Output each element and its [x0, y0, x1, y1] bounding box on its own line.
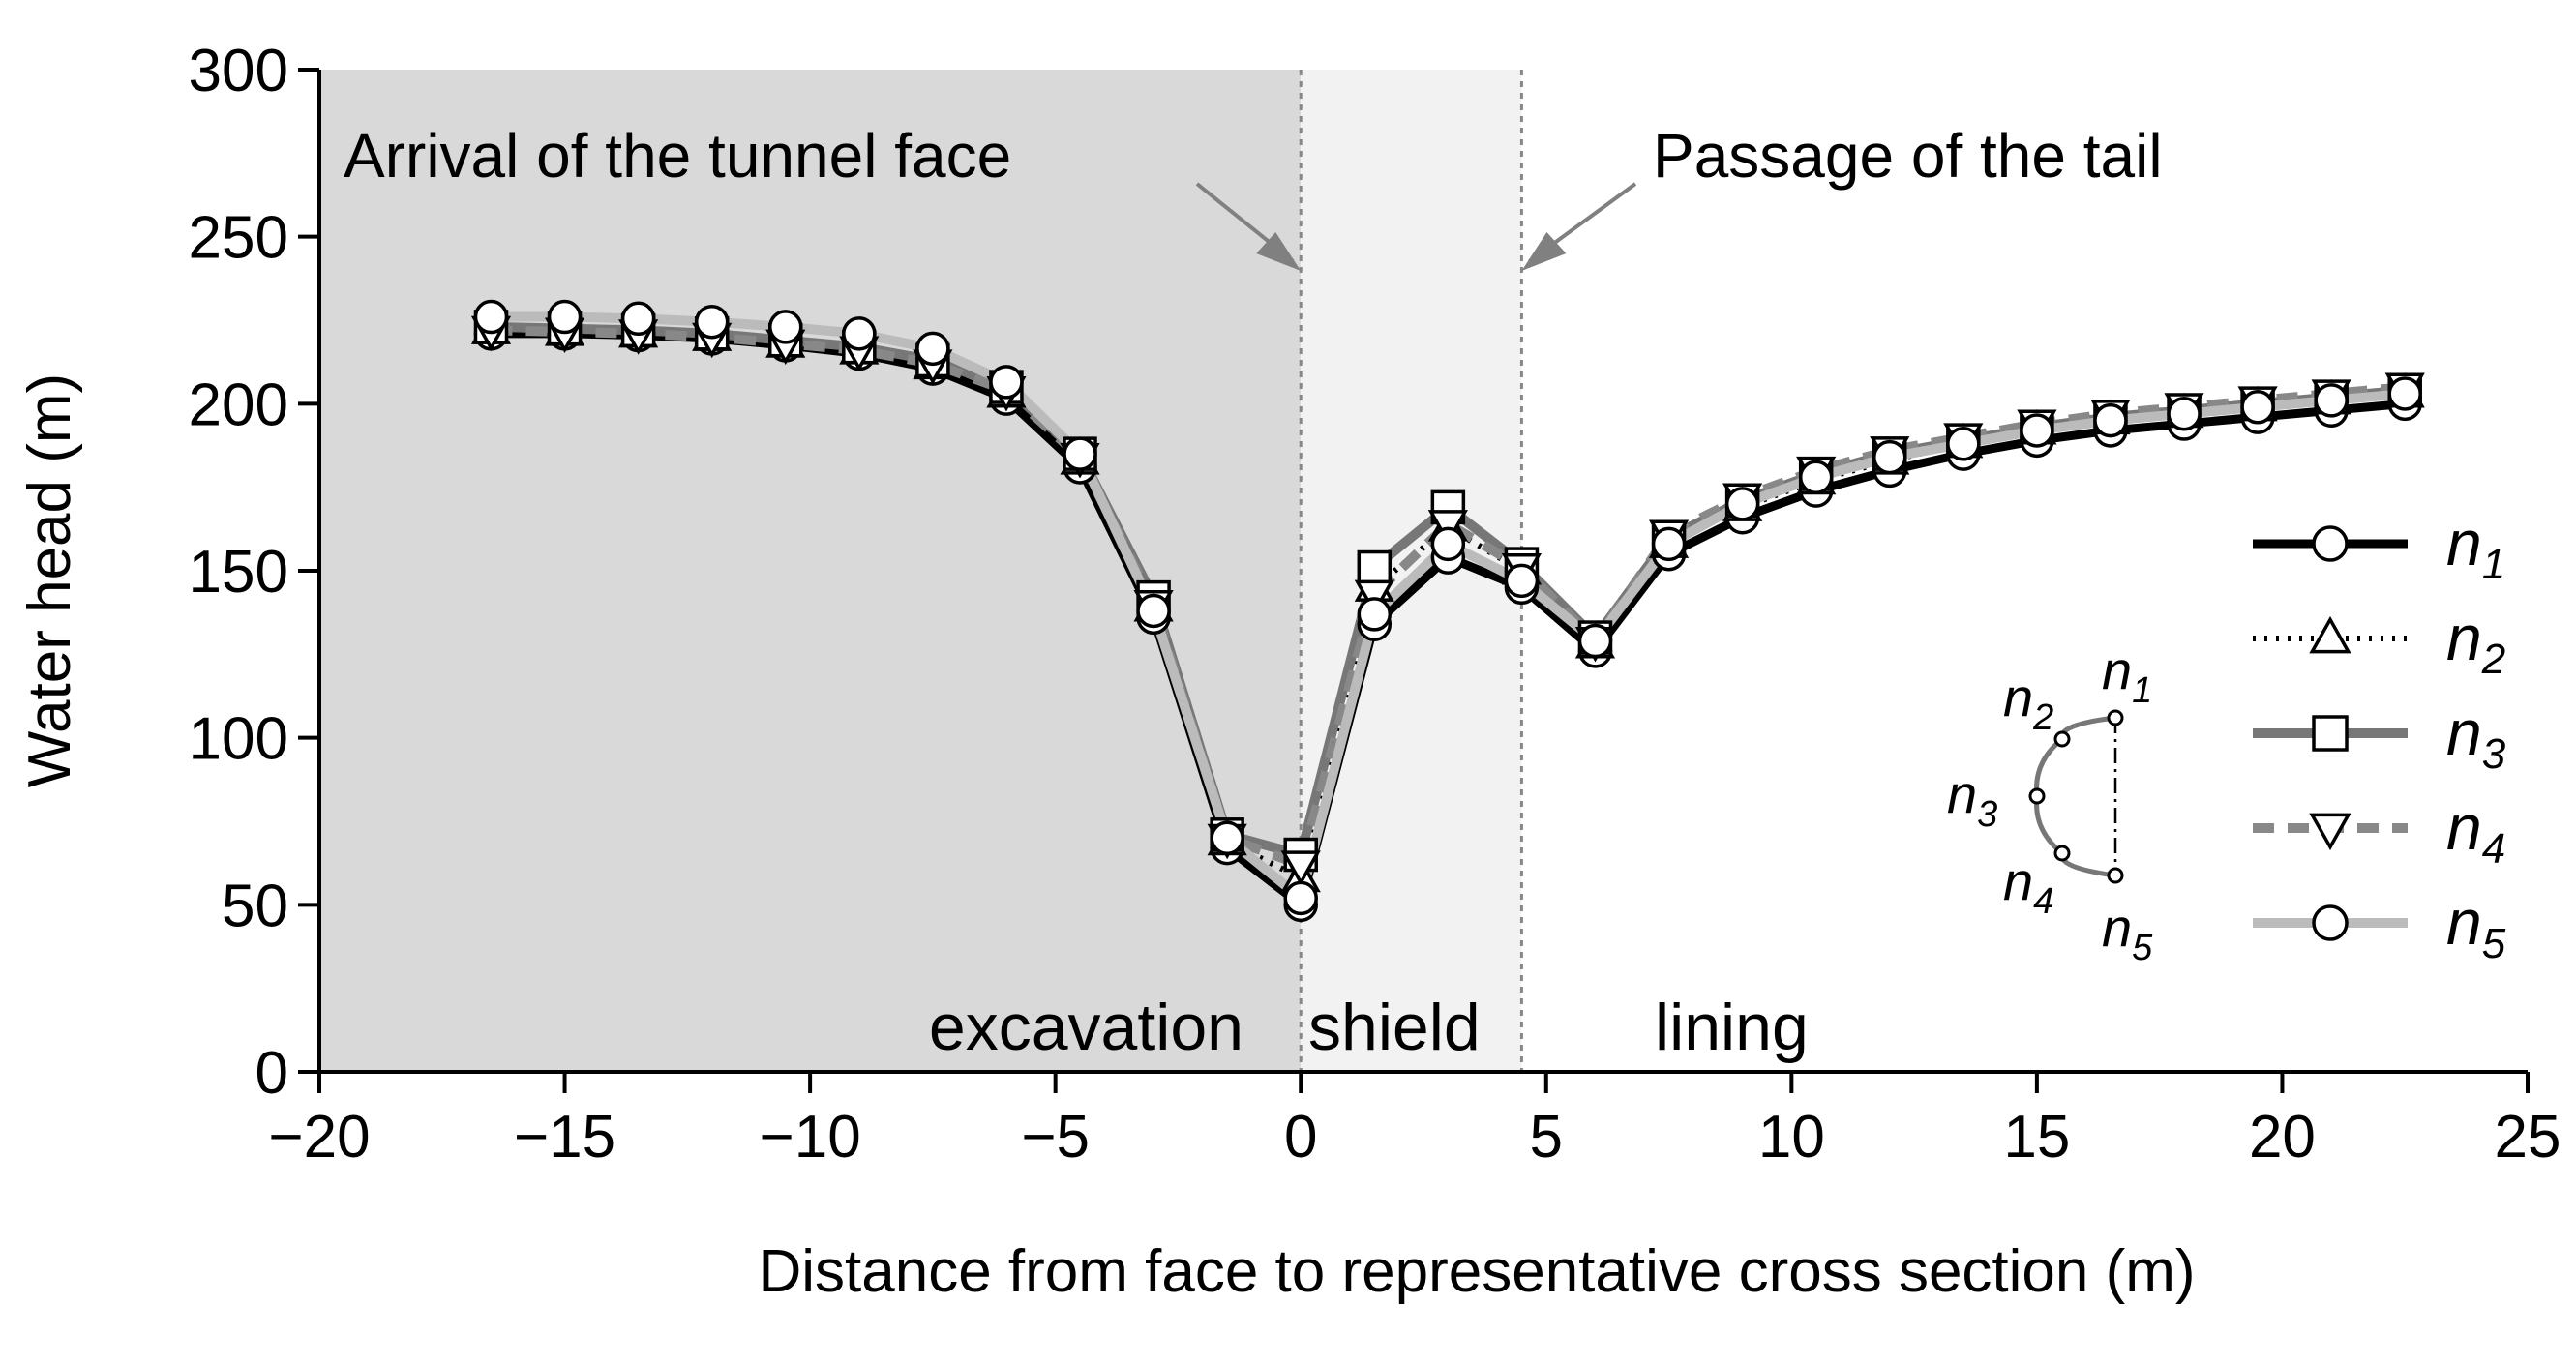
- data-point-n3: [1357, 549, 1393, 585]
- inset-point-5: [2107, 867, 2124, 884]
- data-point-n5: [2020, 413, 2054, 448]
- x-tick-label: 10: [1758, 1104, 1825, 1171]
- arrowhead-arrival: [1256, 232, 1302, 271]
- data-point-n5: [768, 310, 803, 344]
- y-tick-label: 100: [189, 706, 288, 773]
- x-axis-title: Distance from face to representative cro…: [758, 1238, 2195, 1305]
- legend: n1 n2 n3 n4 n5: [2253, 507, 2506, 967]
- x-tick-label: −20: [268, 1104, 370, 1171]
- inset-point-1: [2107, 709, 2124, 726]
- y-tick-label: 250: [189, 205, 288, 272]
- data-point-n5: [1063, 436, 1097, 471]
- x-tick-label: 20: [2249, 1104, 2316, 1171]
- data-point-n5: [473, 299, 509, 335]
- data-point-n5: [694, 304, 730, 340]
- y-tick-label: 300: [189, 38, 288, 104]
- arrowhead-tail: [1521, 232, 1567, 271]
- region-excavation: [319, 70, 1302, 1072]
- data-point-n5: [1577, 623, 1613, 659]
- inset-label-n2: n2: [2003, 667, 2053, 738]
- legend-marker-n2: [2309, 615, 2351, 654]
- annotation-tail: Passage of the tail: [1653, 121, 2163, 191]
- legend-label-n2: n2: [2446, 602, 2505, 683]
- data-point-n5: [1651, 526, 1687, 562]
- inset-label-n3: n3: [1947, 763, 1997, 835]
- legend-label-n1: n1: [2446, 507, 2505, 588]
- y-tick-label: 200: [189, 371, 288, 438]
- inset-point-3: [2028, 787, 2046, 805]
- y-axis-title: Water head (m): [16, 373, 83, 787]
- legend-label-n5: n5: [2446, 886, 2506, 967]
- inset-point-4: [2053, 845, 2071, 862]
- data-point-n5: [2093, 402, 2128, 438]
- series-line-n4: [491, 325, 2406, 870]
- axes: 0 50 100 150 200 250 300 −20 −15 −10 −5 0 5 10 15 20 25 D…: [16, 38, 2561, 1305]
- region-label-excavation: excavation: [929, 991, 1243, 1064]
- data-point-n5: [547, 299, 583, 335]
- legend-marker-n3: [2312, 715, 2349, 752]
- data-point-n5: [1798, 460, 1834, 495]
- data-point-n5: [1357, 597, 1393, 632]
- data-point-n5: [842, 316, 877, 351]
- inset-label-n5: n5: [2102, 897, 2153, 968]
- annotation-arrival: Arrival of the tunnel face: [344, 121, 1011, 191]
- data-point-n5: [620, 301, 656, 337]
- data-point-n5: [1283, 880, 1318, 916]
- data-point-n4: [1354, 579, 1394, 616]
- data-point-n4: [1280, 850, 1321, 886]
- data-point-n5: [1430, 526, 1466, 562]
- y-tick-label: 50: [222, 873, 288, 939]
- data-point-n5: [1504, 563, 1540, 599]
- legend-label-n3: n3: [2446, 697, 2506, 778]
- data-point-n5: [989, 365, 1024, 400]
- region-label-shield: shield: [1308, 991, 1481, 1064]
- data-point-n5: [2314, 383, 2349, 418]
- inset-point-2: [2053, 730, 2071, 748]
- legend-label-n4: n4: [2446, 791, 2505, 873]
- data-series: [470, 299, 2425, 923]
- x-tick-label: −15: [514, 1104, 615, 1171]
- y-tick-label: 0: [255, 1040, 288, 1107]
- region-lining: [1521, 70, 2528, 1072]
- inset-label-n1: n1: [2102, 639, 2152, 711]
- x-tick-label: 25: [2495, 1104, 2561, 1171]
- legend-marker-n1: [2312, 525, 2349, 562]
- legend-marker-n5: [2312, 904, 2349, 941]
- data-point-n5: [2240, 390, 2275, 425]
- x-tick-label: 5: [1530, 1104, 1563, 1171]
- data-point-n5: [1946, 427, 1981, 461]
- data-point-n5: [2387, 376, 2422, 411]
- data-point-n5: [1724, 487, 1760, 521]
- inset-label-n4: n4: [2003, 850, 2053, 922]
- data-point-n5: [915, 331, 950, 367]
- data-point-n4: [1427, 510, 1468, 546]
- series-n4: [491, 325, 2406, 870]
- x-tick-label: 15: [2003, 1104, 2070, 1171]
- y-tick-label: 150: [189, 539, 288, 606]
- data-point-n5: [1136, 593, 1171, 629]
- data-point-n5: [1210, 820, 1244, 856]
- data-point-n5: [2167, 396, 2202, 431]
- x-tick-label: −10: [760, 1104, 861, 1171]
- x-tick-label: −5: [1021, 1104, 1090, 1171]
- annotations: Arrival of the tunnel face Passage of the…: [344, 121, 2163, 1064]
- region-label-lining: lining: [1655, 991, 1809, 1064]
- x-tick-label: 0: [1284, 1104, 1317, 1171]
- data-point-n5: [1872, 439, 1907, 475]
- series-markers-n5: [473, 299, 2422, 916]
- legend-marker-n4: [2309, 813, 2351, 851]
